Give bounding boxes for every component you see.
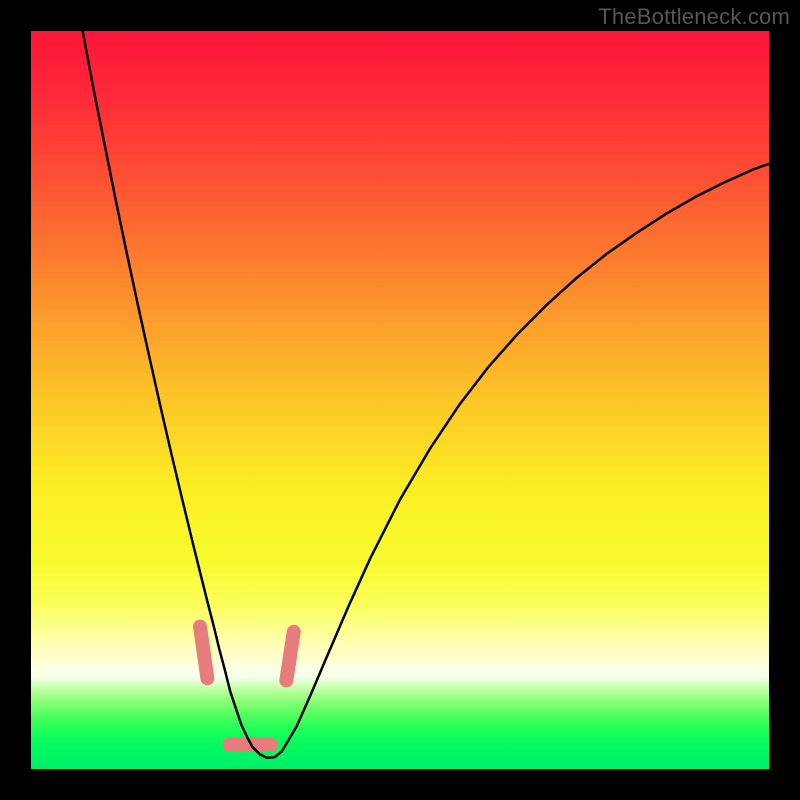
plot-svg — [31, 31, 769, 769]
chart-frame: TheBottleneck.com — [0, 0, 800, 800]
gradient-background — [31, 31, 769, 769]
watermark-text: TheBottleneck.com — [598, 4, 790, 30]
plot-area — [31, 31, 769, 769]
highlight-capsule — [286, 632, 293, 681]
highlight-capsule — [200, 627, 207, 679]
